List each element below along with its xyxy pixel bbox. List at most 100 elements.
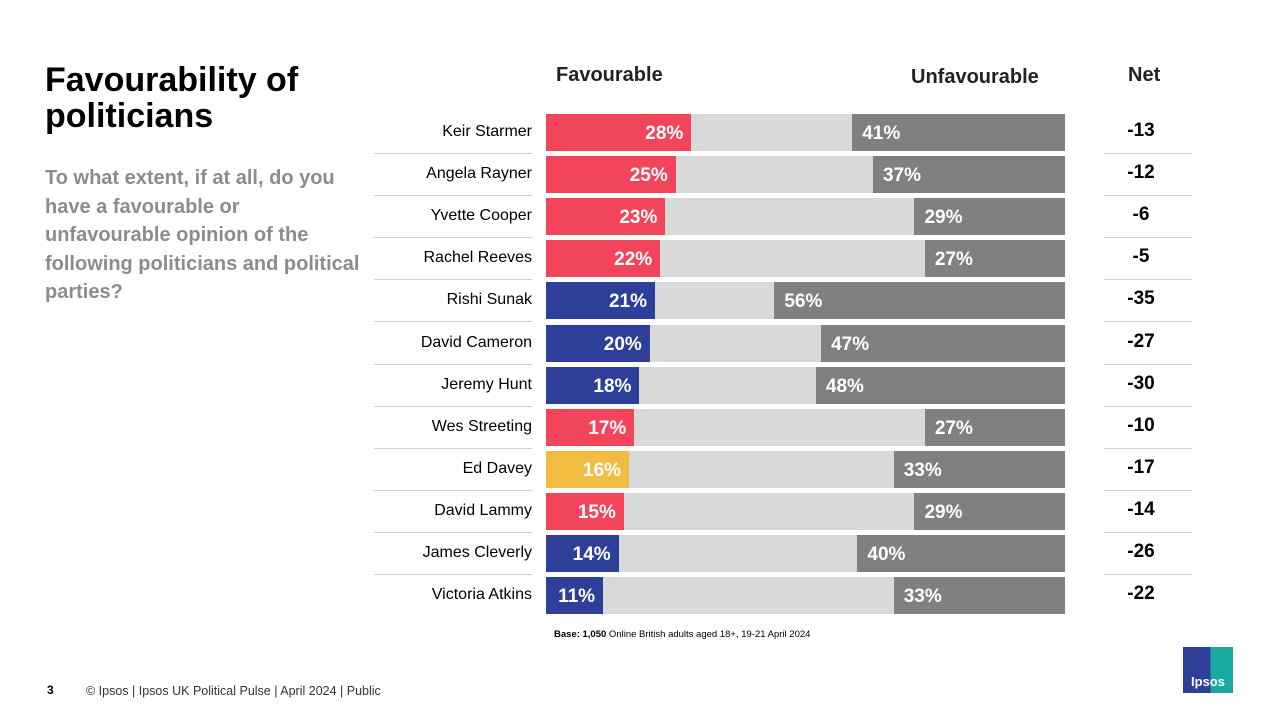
unfavourable-label: 41%	[862, 123, 901, 144]
net-value: -30	[1127, 372, 1155, 394]
net-value: -26	[1127, 541, 1155, 562]
net-value: -13	[1127, 120, 1155, 141]
favourable-label: 20%	[603, 333, 642, 355]
favourable-bar	[546, 114, 692, 151]
favourable-bar	[546, 366, 640, 404]
favourable-label: 15%	[577, 501, 616, 523]
net-separator	[1104, 321, 1192, 323]
base-bold: Base: 1,050	[554, 629, 607, 640]
favourable-bar	[546, 240, 661, 278]
favourable-label: 17%	[588, 417, 627, 439]
page-number: 3	[47, 683, 54, 697]
favourable-label: 22%	[614, 249, 653, 271]
row-separator	[374, 489, 532, 491]
favourable-label: 16%	[583, 459, 622, 481]
footer-text: © Ipsos | Ipsos UK Political Pulse | Apr…	[86, 684, 381, 698]
net-separator	[1104, 405, 1192, 407]
unfavourable-bar	[893, 450, 1065, 488]
unfavourable-bar	[914, 492, 1065, 530]
row-separator	[374, 321, 532, 323]
header-net: Net	[1128, 64, 1161, 86]
unfavourable-bar	[893, 577, 1065, 615]
net-value: -5	[1132, 246, 1150, 268]
favourable-label: 18%	[593, 375, 632, 397]
unfavourable-bar	[924, 240, 1065, 278]
unfavourable-label: 48%	[825, 375, 864, 397]
net-separator	[1104, 447, 1192, 449]
favourable-bar	[546, 492, 624, 530]
net-value: -14	[1127, 498, 1155, 520]
row-separator	[374, 574, 532, 575]
row-separator	[374, 531, 532, 533]
unfavourable-label: 37%	[882, 165, 921, 187]
favourable-bar	[546, 156, 676, 194]
header-unfavourable: Unfavourable	[911, 66, 1039, 88]
net-separator	[1104, 531, 1192, 533]
net-value: -27	[1127, 330, 1155, 352]
net-value: -17	[1127, 456, 1155, 478]
favourable-bar	[546, 198, 666, 236]
unfavourable-bar	[857, 535, 1065, 572]
favourable-bar	[546, 282, 655, 320]
unfavourable-bar	[924, 408, 1065, 446]
politician-name: Rachel Reeves	[423, 249, 533, 267]
unfavourable-bar	[815, 366, 1065, 404]
row-separator	[374, 279, 532, 281]
unfavourable-label: 33%	[903, 459, 942, 481]
net-value: -35	[1127, 288, 1155, 310]
net-separator	[1104, 363, 1192, 365]
politician-name: James Cleverly	[422, 544, 532, 561]
politician-name: Ed Davey	[462, 459, 532, 477]
favourable-label: 21%	[608, 291, 647, 313]
politician-name: Wes Streeting	[431, 417, 532, 435]
page-title: Favourability of politicians	[45, 61, 299, 135]
row-separator	[374, 237, 532, 239]
unfavourable-label: 33%	[903, 586, 942, 608]
row-separator	[374, 153, 532, 154]
unfavourable-bar	[774, 282, 1065, 320]
favourable-bar	[546, 450, 630, 488]
row-separator	[374, 195, 532, 197]
net-value: -6	[1132, 204, 1150, 226]
net-separator	[1104, 489, 1192, 491]
favourable-label: 23%	[619, 207, 658, 229]
base-note: Base: 1,050 Online British adults aged 1…	[554, 629, 810, 640]
net-separator	[1104, 574, 1192, 575]
favourable-bar	[546, 535, 619, 572]
politician-name: Victoria Atkins	[431, 586, 532, 604]
net-value: -10	[1127, 414, 1155, 436]
unfavourable-label: 29%	[924, 501, 963, 523]
favourable-label: 28%	[645, 123, 684, 144]
unfavourable-label: 27%	[934, 249, 973, 271]
politician-name: Keir Starmer	[442, 123, 532, 140]
question-text: To what extent, if at all, do you have a…	[45, 167, 360, 303]
net-separator	[1104, 237, 1192, 239]
unfavourable-label: 56%	[784, 291, 823, 313]
unfavourable-bar	[821, 324, 1065, 362]
favourable-label: 14%	[572, 544, 611, 565]
unfavourable-bar	[852, 114, 1065, 151]
politician-name: Angela Rayner	[426, 165, 532, 183]
unfavourable-label: 27%	[934, 417, 973, 439]
politician-name: Yvette Cooper	[430, 207, 532, 225]
unfavourable-bar	[914, 198, 1065, 236]
logo-text: Ipsos	[1191, 674, 1225, 689]
unfavourable-bar	[872, 156, 1065, 194]
net-separator	[1104, 153, 1192, 154]
header-favourable: Favourable	[556, 64, 663, 86]
base-rest: Online British adults aged 18+, 19-21 Ap…	[606, 629, 811, 640]
unfavourable-label: 40%	[867, 544, 906, 565]
favourable-bar	[546, 324, 650, 362]
ipsos-logo: Ipsos	[1183, 647, 1233, 693]
favourable-label: 11%	[558, 586, 596, 608]
unfavourable-label: 29%	[924, 207, 963, 229]
row-separator	[374, 405, 532, 407]
politician-name: Rishi Sunak	[446, 291, 532, 309]
unfavourable-label: 47%	[831, 333, 870, 355]
politician-name: Jeremy Hunt	[441, 375, 532, 393]
net-separator	[1104, 279, 1192, 281]
favourable-bar	[546, 408, 635, 446]
net-value: -22	[1127, 583, 1155, 605]
net-value: -12	[1127, 162, 1155, 184]
politician-name: David Cameron	[420, 333, 532, 351]
